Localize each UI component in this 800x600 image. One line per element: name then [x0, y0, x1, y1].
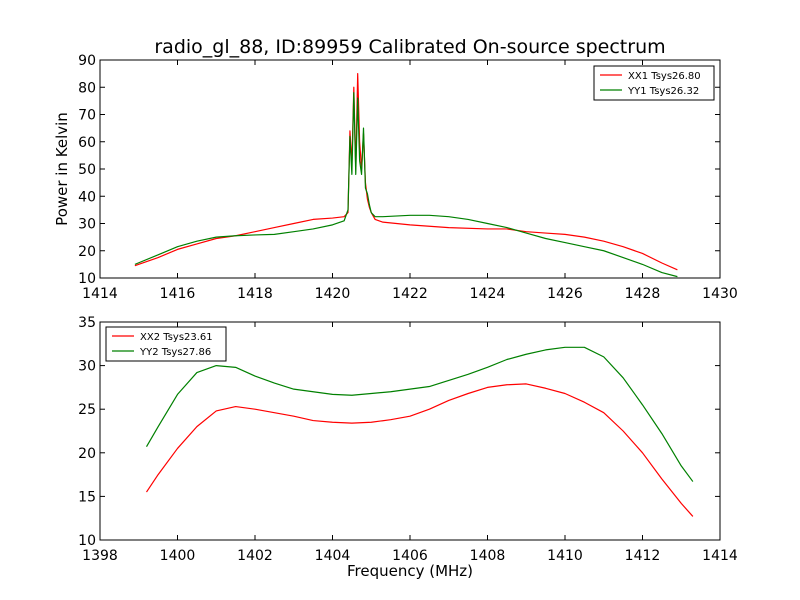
y-tick-label: 35 — [78, 315, 96, 331]
y-axis-label: Power in Kelvin — [53, 112, 71, 226]
legend-label: XX2 Tsys23.61 — [140, 332, 213, 343]
x-tick-label: 1428 — [625, 286, 661, 302]
legend-label: XX1 Tsys26.80 — [628, 71, 701, 82]
x-tick-label: 1426 — [547, 286, 583, 302]
series-line-yy1 — [134, 92, 678, 278]
x-tick-label: 1410 — [547, 548, 583, 564]
x-tick-label: 1424 — [470, 286, 506, 302]
y-tick-label: 20 — [78, 446, 96, 462]
x-tick-label: 1418 — [237, 286, 273, 302]
x-tick-label: 1422 — [392, 286, 428, 302]
x-axis-label: Frequency (MHz) — [347, 562, 473, 580]
legend-label: YY1 Tsys26.32 — [627, 86, 699, 97]
y-tick-label: 10 — [78, 533, 96, 549]
y-tick-label: 30 — [78, 217, 96, 233]
x-tick-label: 1414 — [702, 548, 738, 564]
y-tick-label: 60 — [78, 135, 96, 151]
x-tick-label: 1406 — [392, 548, 428, 564]
x-tick-label: 1412 — [625, 548, 661, 564]
y-tick-label: 15 — [78, 489, 96, 505]
y-tick-label: 50 — [78, 162, 96, 178]
x-tick-label: 1414 — [82, 286, 118, 302]
y-tick-label: 20 — [78, 244, 96, 260]
x-tick-label: 1402 — [237, 548, 273, 564]
x-tick-label: 1398 — [82, 548, 118, 564]
y-tick-label: 10 — [78, 271, 96, 287]
legend-box — [593, 65, 715, 101]
x-tick-label: 1430 — [702, 286, 738, 302]
x-tick-label: 1408 — [470, 548, 506, 564]
series-line-xx2 — [146, 383, 694, 517]
legend: XX2 Tsys23.61 YY2 Tsys27.86 — [105, 326, 227, 362]
x-tick-label: 1420 — [315, 286, 351, 302]
x-tick-label: 1416 — [160, 286, 196, 302]
series-line-yy2 — [145, 346, 694, 482]
x-tick-label: 1400 — [160, 548, 196, 564]
chart-title: radio_gl_88, ID:89959 Calibrated On-sour… — [154, 36, 665, 58]
y-tick-label: 90 — [78, 53, 96, 69]
x-tick-label: 1404 — [315, 548, 351, 564]
y-tick-label: 80 — [78, 80, 96, 96]
y-tick-label: 70 — [78, 108, 96, 124]
y-tick-label: 40 — [78, 189, 96, 205]
y-tick-label: 25 — [78, 402, 96, 418]
bottom-panel: 1398 1400 1402 1404 1406 1408 1410 1412 1414 10 15… — [78, 315, 738, 580]
legend-label: YY2 Tsys27.86 — [139, 347, 211, 358]
top-panel: 1414 1416 1418 1420 1422 1424 1426 1428 1430 10 20… — [53, 53, 738, 302]
legend: XX1 Tsys26.80 YY1 Tsys26.32 — [593, 65, 715, 101]
legend-box — [105, 326, 227, 362]
y-tick-label: 30 — [78, 359, 96, 375]
